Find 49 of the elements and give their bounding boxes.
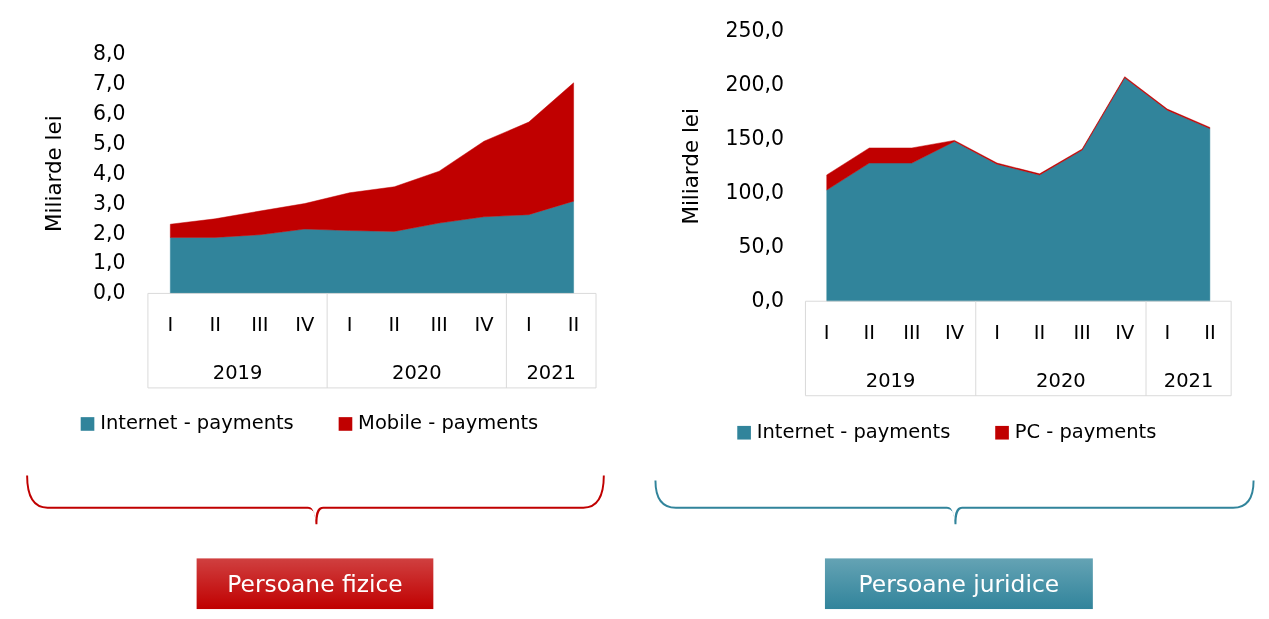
x-tick-label: III (251, 313, 269, 337)
x-tick-label: II (567, 313, 580, 337)
x-tick-label: I (346, 313, 353, 337)
x-tick-label: IV (944, 320, 965, 344)
x-tick-label: II (1033, 320, 1046, 344)
text: Persoane fizice (227, 570, 403, 599)
y-tick-label: 5,0 (92, 130, 126, 155)
legend-label: Internet - payments (100, 411, 294, 435)
x-tick-label: IV (474, 313, 495, 337)
y-tick-label: 250,0 (725, 18, 785, 43)
y-tick-label: 50,0 (738, 234, 785, 259)
y-tick-label: 1,0 (92, 250, 126, 275)
legend-label: PC - payments (1014, 420, 1157, 444)
x-tick-label: I (823, 320, 830, 344)
x-tick-label: IV (1115, 320, 1135, 344)
x-tick-label: I (167, 313, 174, 337)
x-tick-label: I (525, 313, 532, 337)
y-tick-label: 0,0 (751, 288, 785, 313)
legend-label: Internet - payments (756, 420, 951, 444)
text: 2019 (865, 368, 916, 392)
legend-label: Mobile - payments (358, 411, 539, 435)
y-tick-label: 7,0 (92, 70, 126, 95)
x-tick-label: IV (295, 313, 315, 337)
y-tick-label: 8,0 (92, 40, 126, 65)
text: 2020 (392, 360, 442, 384)
text: 2019 (212, 360, 263, 384)
text: 2021 (526, 360, 576, 384)
y-tick-label: 150,0 (725, 126, 785, 151)
x-tick-label: II (209, 313, 221, 337)
x-tick-label: I (994, 320, 1000, 344)
x-tick-label: II (388, 313, 401, 337)
x-tick-label: III (430, 313, 448, 337)
y-tick-label: 100,0 (725, 180, 785, 205)
y-tick-label: 0,0 (92, 280, 126, 305)
y-tick-label: 3,0 (92, 190, 126, 215)
y-tick-label: 2,0 (92, 220, 126, 245)
y-tick-label: 4,0 (92, 160, 126, 185)
x-tick-label: II (863, 320, 876, 344)
text: 2021 (1163, 368, 1214, 392)
y-axis-title: Miliarde lei (41, 115, 67, 232)
x-tick-label: III (903, 320, 921, 344)
text: 2020 (1036, 368, 1086, 392)
x-tick-label: I (1164, 320, 1171, 344)
x-tick-label: II (1204, 320, 1216, 344)
x-tick-label: III (1073, 320, 1091, 344)
y-tick-label: 200,0 (725, 72, 785, 97)
text: Persoane juridice (858, 570, 1060, 599)
y-axis-title: Miliarde lei (678, 108, 704, 225)
y-tick-label: 6,0 (92, 100, 126, 125)
